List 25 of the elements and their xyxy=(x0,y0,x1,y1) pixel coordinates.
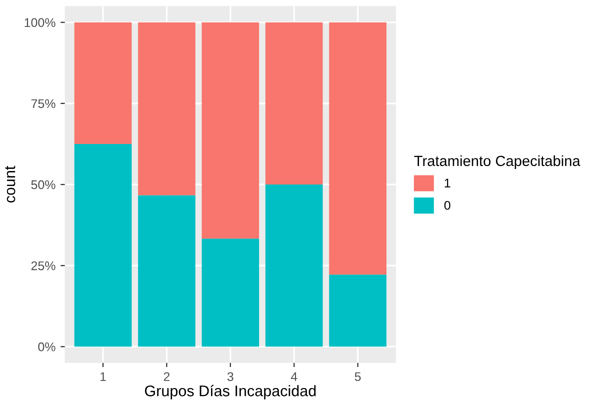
legend-label: 0 xyxy=(444,200,450,210)
bar xyxy=(265,22,323,184)
x-tick-label: 3 xyxy=(227,372,234,382)
bar xyxy=(329,22,386,275)
y-tick-label: 0% xyxy=(38,342,56,352)
x-tick-label: 1 xyxy=(100,372,106,381)
y-tick-label: 25% xyxy=(31,261,56,270)
x-tick-label: 2 xyxy=(164,372,170,381)
bar xyxy=(202,238,260,347)
bar xyxy=(74,144,132,347)
x-tick-label: 5 xyxy=(354,372,361,382)
y-tick-label: 75% xyxy=(31,99,56,108)
bar xyxy=(74,22,132,144)
y-axis-title: count xyxy=(5,166,16,203)
y-tick-label: 50% xyxy=(31,180,56,190)
bar xyxy=(329,274,386,347)
y-tick-label: 100% xyxy=(24,18,56,28)
bar xyxy=(138,22,196,196)
bar xyxy=(138,195,196,347)
legend-label: 1 xyxy=(444,178,450,188)
x-axis-title: Grupos Días Incapacidad xyxy=(144,384,316,400)
bar xyxy=(265,184,323,347)
bar xyxy=(202,22,260,239)
x-tick-label: 4 xyxy=(290,372,298,381)
legend-title: Tratamiento Capecitabina xyxy=(414,155,580,169)
